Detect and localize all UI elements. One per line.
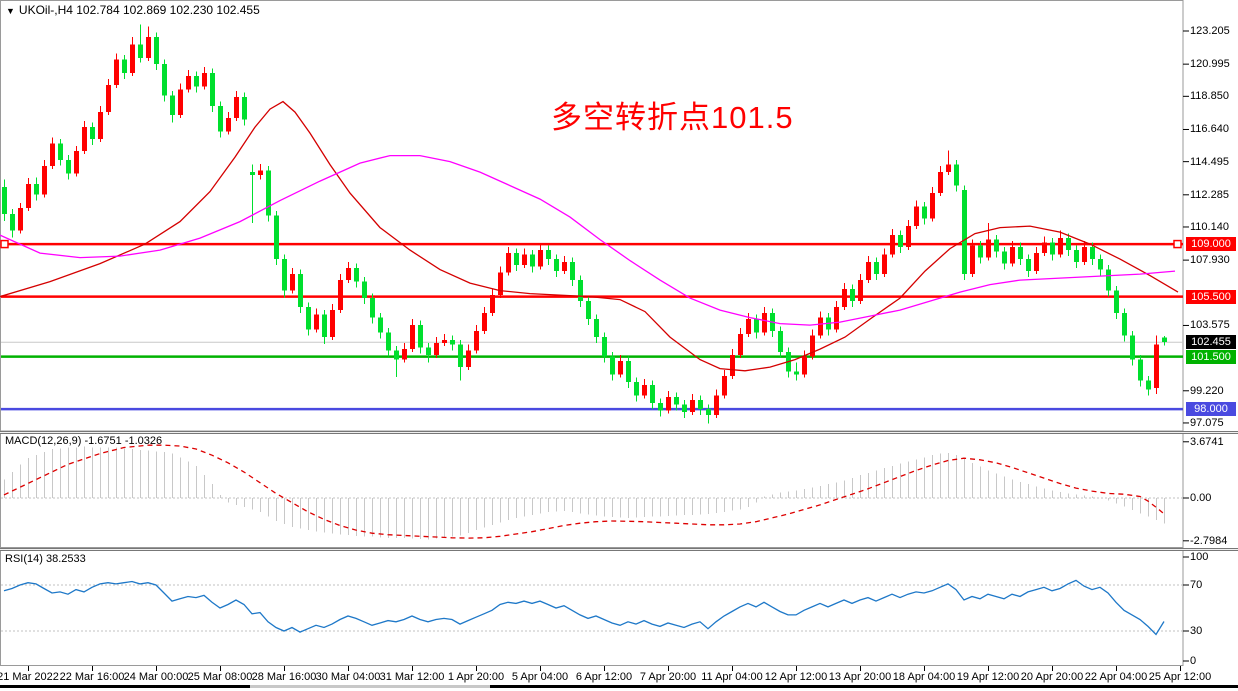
level-handle-1[interactable] [1173, 239, 1182, 249]
price-axis-label: 114.495 [1190, 155, 1229, 168]
macd-signal-line [3, 444, 1165, 539]
rsi-axis-label: 30 [1190, 625, 1203, 637]
rsi-axis-label: 70 [1190, 579, 1203, 591]
date-axis-label: 7 Apr 20:00 [639, 671, 697, 683]
macd-axis-label: 3.6741 [1190, 435, 1224, 448]
date-axis-label: 30 Mar 04:00 [315, 671, 381, 683]
horizontal-scrollbar[interactable] [0, 685, 1238, 688]
date-axis-label: 25 Apr 12:00 [1148, 671, 1212, 683]
price-badge-105.500: 105.500 [1186, 289, 1236, 304]
symbol-menu-icon[interactable]: ▼ [6, 6, 15, 16]
price-axis-label: 120.995 [1190, 58, 1230, 71]
price-axis-label: 99.220 [1190, 384, 1224, 397]
date-axis-label: 22 Mar 16:00 [59, 671, 125, 683]
annotation-text[interactable]: 多空转折点101.5 [551, 100, 794, 135]
price-badge-98.000: 98.000 [1186, 402, 1236, 417]
rsi-line [3, 579, 1165, 636]
ma-fast-line [0, 100, 1179, 372]
panel-frame-0 [0, 0, 1184, 432]
ma-slow-line [0, 154, 1176, 326]
macd-indicator-label: MACD(12,26,9) -1.6751 -1.0326 [5, 435, 163, 447]
date-axis-label: 25 Mar 08:00 [187, 671, 253, 683]
panel-separator-macd[interactable] [0, 431, 1238, 434]
scrollbar-thumb[interactable] [250, 685, 490, 688]
date-axis-label: 13 Apr 20:00 [828, 671, 892, 683]
price-badge-101.500: 101.500 [1186, 349, 1236, 364]
panel-frame-2 [0, 550, 1184, 666]
date-axis-label: 12 Apr 12:00 [764, 671, 828, 683]
price-axis-label: 103.575 [1190, 319, 1230, 332]
price-axis-label: 123.205 [1190, 25, 1230, 37]
rsi-axis-label: 0 [1190, 655, 1197, 667]
price-axis-label: 116.640 [1190, 123, 1229, 136]
price-axis-label: 110.140 [1190, 220, 1229, 233]
price-badge-109.000: 109.000 [1186, 237, 1236, 252]
date-axis-label: 20 Apr 20:00 [1020, 671, 1084, 683]
macd-axis-label: 0.00 [1190, 492, 1212, 504]
rsi-axis-label: 100 [1190, 551, 1209, 563]
rsi-indicator-label: RSI(14) 38.2533 [5, 553, 86, 565]
date-axis-label: 22 Apr 04:00 [1084, 671, 1148, 683]
date-axis-label: 6 Apr 12:00 [575, 671, 633, 683]
date-axis-label: 1 Apr 20:00 [447, 671, 505, 683]
date-axis-label: 18 Apr 04:00 [892, 671, 956, 683]
price-axis-label: 112.285 [1190, 188, 1229, 201]
chart-title-text: UKOil-,H4 102.784 102.869 102.230 102.45… [18, 3, 260, 17]
date-axis-label: 5 Apr 04:00 [511, 671, 569, 683]
price-axis-label: 97.075 [1190, 416, 1224, 429]
date-axis-label: 19 Apr 12:00 [956, 671, 1020, 683]
date-axis-label: 31 Mar 12:00 [379, 671, 445, 683]
date-axis-label: 11 Apr 04:00 [701, 671, 763, 683]
price-axis-label: 107.930 [1190, 254, 1230, 267]
macd-histogram [4, 446, 1165, 540]
panel-frame-1 [0, 433, 1184, 548]
price-badge-102.455: 102.455 [1186, 335, 1236, 350]
level-handle-0[interactable] [0, 239, 9, 249]
date-axis-label: 21 Mar 2022 [0, 671, 59, 683]
date-axis-label: 28 Mar 16:00 [251, 671, 317, 683]
date-axis-label: 24 Mar 00:00 [123, 671, 189, 683]
price-axis-label: 118.850 [1190, 90, 1229, 103]
chart-title-bar: ▼ UKOil-,H4 102.784 102.869 102.230 102.4… [6, 3, 260, 17]
macd-axis-label: -2.7984 [1190, 534, 1228, 547]
panel-separator-rsi[interactable] [0, 548, 1238, 551]
